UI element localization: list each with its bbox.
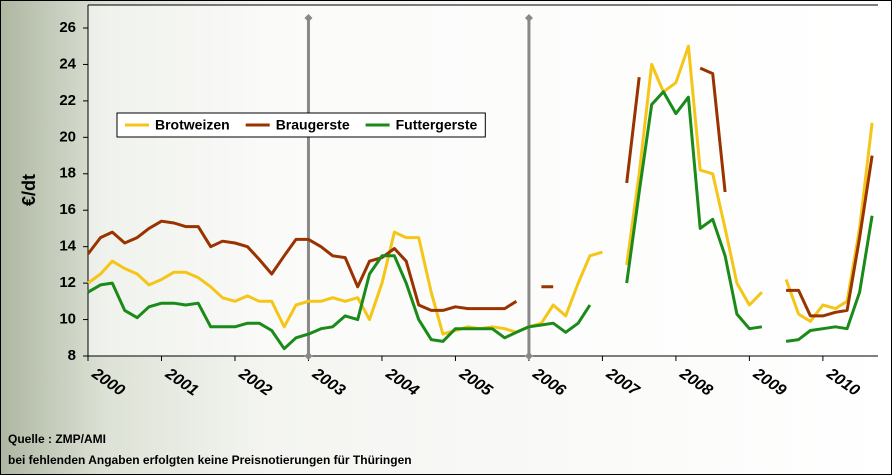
y-tick-label: 20 [59,128,76,145]
legend: Brotweizen Braugerste Futtergerste [116,112,486,138]
y-axis-label: €/dt [19,174,39,206]
series-line [87,90,874,351]
legend-box [116,112,486,138]
marker-end [524,352,533,360]
y-tick-label: 26 [59,19,76,36]
y-tick-label: 14 [59,238,76,255]
y-tick-label: 22 [59,92,76,109]
plot-area [88,5,878,356]
y-tick-label: 12 [59,274,76,291]
marker-end [304,352,313,360]
legend-label: Brotweizen [155,117,230,133]
legend-label: Futtergerste [396,117,478,133]
footnote: bei fehlenden Angaben erfolgten keine Pr… [8,453,412,467]
y-tick-label: 18 [59,165,76,182]
y-tick-label: 24 [59,55,76,72]
y-tick-label: 16 [59,201,76,218]
series-line [86,66,874,318]
source-note: Quelle : ZMP/AMI [8,432,106,446]
legend-label: Braugerste [276,117,350,133]
y-tick-label: 8 [68,347,76,364]
y-tick-label: 10 [59,311,76,328]
marker-end [524,14,533,22]
marker-end [304,14,313,22]
